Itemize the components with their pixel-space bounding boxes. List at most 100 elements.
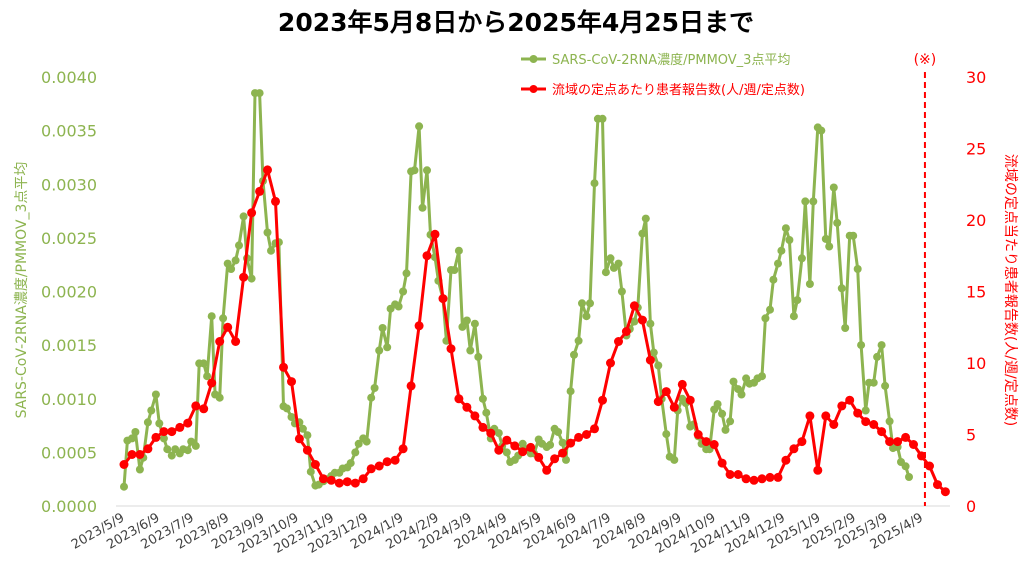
data-point [235, 241, 243, 250]
data-point [693, 430, 703, 439]
data-point [781, 455, 791, 465]
data-point [147, 406, 156, 415]
left-tick-label: 0.0030 [41, 175, 97, 194]
data-point [263, 165, 272, 175]
data-point [726, 417, 735, 426]
data-point [649, 348, 658, 357]
data-point [869, 420, 879, 429]
data-point [765, 472, 775, 482]
data-point [367, 393, 376, 402]
data-point [382, 457, 392, 467]
data-point [191, 401, 201, 411]
left-tick-label: 0.0040 [41, 68, 97, 87]
data-point [279, 362, 288, 372]
data-point [374, 461, 384, 471]
data-point [849, 231, 858, 240]
data-point [857, 341, 866, 350]
data-point [845, 395, 855, 405]
data-point [670, 455, 679, 464]
chart-title: 2023年5月8日から2025年4月25日まで [278, 8, 754, 37]
data-point [877, 341, 886, 350]
data-point [542, 465, 552, 475]
data-point [661, 387, 671, 397]
data-point [766, 305, 774, 314]
data-point [877, 427, 887, 437]
data-point [662, 430, 671, 439]
data-point [394, 302, 403, 311]
data-point [805, 280, 814, 288]
data-point [351, 448, 360, 457]
data-point [901, 462, 910, 471]
data-point [801, 197, 810, 206]
data-point [462, 316, 471, 325]
data-point [151, 390, 160, 399]
data-point [422, 251, 432, 261]
series-rna-concentration [120, 89, 913, 491]
data-point [885, 437, 895, 447]
data-point [829, 420, 839, 429]
data-point [817, 126, 826, 135]
data-point [606, 254, 615, 263]
data-point [183, 418, 193, 428]
data-point [287, 413, 296, 421]
data-point [462, 402, 472, 412]
right-tick-label: 5 [966, 426, 976, 445]
data-point [167, 427, 177, 437]
data-point [478, 422, 488, 432]
data-point [247, 208, 257, 218]
data-point [562, 455, 570, 464]
data-point [207, 378, 217, 388]
data-point [829, 183, 838, 192]
data-point [298, 424, 307, 433]
data-point [127, 450, 137, 459]
data-point [399, 287, 408, 296]
data-point [143, 418, 152, 427]
data-point [861, 406, 870, 415]
data-point [494, 429, 503, 438]
data-point [383, 343, 392, 352]
data-point [881, 381, 890, 390]
data-point [486, 428, 496, 438]
data-point [861, 417, 871, 427]
data-point [466, 346, 475, 355]
data-point [366, 464, 376, 474]
data-point [821, 234, 830, 243]
data-point [155, 419, 164, 428]
data-point [717, 458, 727, 468]
data-point [175, 422, 185, 432]
data-point [777, 246, 786, 255]
data-point [737, 390, 746, 399]
data-point [454, 246, 463, 255]
data-point [709, 440, 719, 449]
data-point [566, 387, 575, 396]
data-point [470, 411, 480, 421]
data-point [614, 259, 623, 268]
data-point [151, 432, 161, 442]
data-point [207, 312, 216, 321]
data-point [418, 203, 427, 212]
data-point [761, 314, 770, 323]
data-point [853, 265, 862, 273]
data-point [370, 384, 379, 392]
data-point [621, 327, 631, 336]
data-point [905, 473, 913, 481]
data-point [789, 312, 798, 321]
data-point [821, 411, 831, 421]
data-point [749, 475, 759, 485]
data-point [423, 166, 431, 175]
data-point [438, 294, 448, 304]
data-point [231, 256, 240, 265]
data-point [518, 447, 528, 457]
data-point [582, 312, 591, 321]
data-point [390, 455, 400, 465]
data-point [287, 377, 296, 387]
series-patient-reports [119, 165, 950, 497]
data-point [191, 441, 200, 450]
data-point [721, 425, 730, 434]
data-point [638, 229, 647, 238]
data-point [203, 372, 212, 381]
data-point [135, 450, 145, 459]
data-point [219, 314, 228, 323]
legend-marker-rna [529, 55, 538, 63]
data-point [654, 361, 663, 370]
